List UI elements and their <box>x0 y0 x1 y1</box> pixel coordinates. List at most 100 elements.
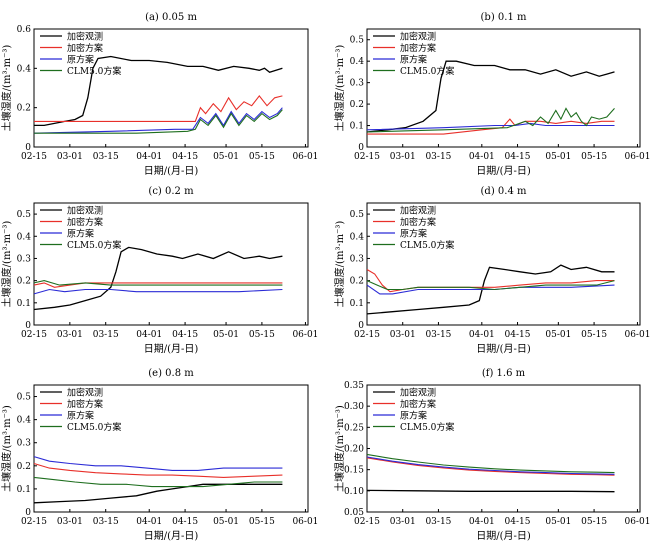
legend-label-dense: 加密方案 <box>400 216 436 228</box>
x-tick-label: 04-01 <box>136 152 162 162</box>
y-axis-label: 土壤湿度/(m³·m⁻³) <box>333 405 346 492</box>
legend-label-orig: 原方案 <box>400 54 427 66</box>
plot-frame <box>33 384 309 513</box>
x-tick-label: 03-01 <box>390 152 416 162</box>
y-tick-label: 0.4 <box>17 232 32 242</box>
chart-title: (f) 1.6 m <box>482 368 526 379</box>
y-tick-label: 0.15 <box>344 466 364 476</box>
series-line-obs <box>34 55 283 127</box>
series-line-clm <box>33 476 283 488</box>
x-tick-label: 04-01 <box>469 152 495 162</box>
y-tick-label: 0.20 <box>344 445 364 455</box>
series-line-obs <box>33 246 283 311</box>
x-tick-label: 05-15 <box>249 330 275 340</box>
x-tick-label: 05-01 <box>213 152 239 162</box>
x-axis-label: 日期/(月-日) <box>476 343 531 355</box>
series-line-orig <box>366 456 615 475</box>
x-tick-label: 03-15 <box>93 330 119 340</box>
series-line-dense <box>367 118 615 135</box>
x-tick-label: 04-15 <box>172 152 198 162</box>
x-tick-label: 04-15 <box>172 517 198 527</box>
y-tick-label: 0 <box>25 143 31 153</box>
x-tick-label: 04-01 <box>136 330 162 340</box>
series-line-obs <box>366 489 615 493</box>
legend-label-clm: CLM5.0方案 <box>400 239 454 251</box>
legend-label-dense: 加密方案 <box>400 398 436 410</box>
plot-frame <box>33 202 309 326</box>
series-line-obs <box>366 264 615 315</box>
y-tick-label: 0.6 <box>17 25 32 35</box>
y-tick-label: 0 <box>25 508 31 518</box>
y-tick-label: 0 <box>25 321 31 331</box>
chart-panel-4: (d) 0.4 m 0 0.1 0.2 0.3 0.4 0.5 02-15 03-01 03-15… <box>333 186 650 355</box>
legend-label-clm: CLM5.0方案 <box>400 65 454 77</box>
legend-label-obs: 加密观测 <box>400 387 436 399</box>
y-axis-label: 土壤湿度/(m³·m⁻³) <box>0 45 13 132</box>
series-line-orig <box>33 107 283 134</box>
x-tick-label: 05-01 <box>213 330 239 340</box>
y-tick-label: 0.3 <box>17 439 32 449</box>
legend-label-dense: 加密方案 <box>67 216 103 228</box>
legend-label-orig: 原方案 <box>67 410 94 422</box>
chart-title: (b) 0.1 m <box>481 12 527 23</box>
x-tick-label: 03-01 <box>390 517 416 527</box>
y-tick-label: 0 <box>358 321 364 331</box>
y-tick-label: 0.1 <box>350 299 364 309</box>
y-tick-label: 0.4 <box>17 64 32 74</box>
legend-label-dense: 加密方案 <box>67 42 103 54</box>
y-tick-label: 0.30 <box>344 402 364 412</box>
y-tick-label: 0.1 <box>350 122 364 132</box>
y-tick-label: 0.4 <box>17 416 32 426</box>
legend-label-clm: CLM5.0方案 <box>67 421 121 433</box>
chart-panel-3: (c) 0.2 m 0 0.1 0.2 0.3 0.4 0.5 02-15 03-01 03-15… <box>0 186 318 355</box>
y-tick-label: 0.2 <box>17 462 31 472</box>
x-tick-label: 06-01 <box>624 517 650 527</box>
x-tick-label: 05-15 <box>249 152 275 162</box>
x-tick-label: 05-15 <box>249 517 275 527</box>
chart-panel-5: (e) 0.8 m 0 0.1 0.2 0.3 0.4 0.5 02-15 03-01 03-15… <box>0 368 318 542</box>
x-tick-label: 03-01 <box>57 517 83 527</box>
series-line-clm <box>366 453 615 474</box>
x-tick-label: 06-01 <box>624 330 650 340</box>
y-tick-label: 0.25 <box>344 423 364 433</box>
legend-label-orig: 原方案 <box>67 54 94 66</box>
y-axis-label: 土壤湿度/(m³·m⁻³) <box>333 221 346 308</box>
y-tick-label: 0.05 <box>344 508 364 518</box>
x-tick-label: 05-15 <box>581 152 607 162</box>
y-tick-label: 0.1 <box>17 485 31 495</box>
x-tick-label: 04-15 <box>505 330 531 340</box>
x-tick-label: 03-15 <box>93 517 119 527</box>
x-axis-label: 日期/(月-日) <box>144 343 199 355</box>
series-line-clm <box>33 280 283 286</box>
plot-frame <box>366 28 641 148</box>
x-tick-label: 02-15 <box>21 517 47 527</box>
x-tick-label: 05-15 <box>581 330 607 340</box>
x-tick-label: 04-01 <box>136 517 162 527</box>
x-tick-label: 03-01 <box>390 330 416 340</box>
y-tick-label: 0.2 <box>17 277 31 287</box>
x-tick-label: 03-15 <box>425 152 451 162</box>
legend-label-clm: CLM5.0方案 <box>400 421 454 433</box>
y-tick-label: 0.35 <box>344 381 364 391</box>
y-tick-label: 0.5 <box>17 393 32 403</box>
y-tick-label: 0.5 <box>350 36 365 46</box>
x-tick-label: 05-01 <box>213 517 239 527</box>
x-tick-label: 03-01 <box>57 152 83 162</box>
series-line-dense <box>34 95 283 122</box>
legend-label-obs: 加密观测 <box>400 205 436 217</box>
y-axis-label: 土壤湿度/(m³·m⁻³) <box>333 45 346 132</box>
legend-label-dense: 加密方案 <box>400 42 436 54</box>
x-axis-label: 日期/(月-日) <box>144 530 199 542</box>
y-tick-label: 0.3 <box>350 254 365 264</box>
x-tick-label: 06-01 <box>292 330 318 340</box>
y-axis-label: 土壤湿度/(m³·m⁻³) <box>0 405 13 492</box>
y-tick-label: 0.1 <box>17 299 31 309</box>
series-line-dense <box>366 269 615 293</box>
y-tick-label: 0.3 <box>17 254 32 264</box>
y-tick-label: 0 <box>358 143 364 153</box>
x-tick-label: 05-01 <box>545 330 571 340</box>
y-tick-label: 0.5 <box>17 210 32 220</box>
legend-label-clm: CLM5.0方案 <box>67 65 121 77</box>
legend-label-dense: 加密方案 <box>67 398 103 410</box>
x-tick-label: 03-15 <box>425 517 451 527</box>
